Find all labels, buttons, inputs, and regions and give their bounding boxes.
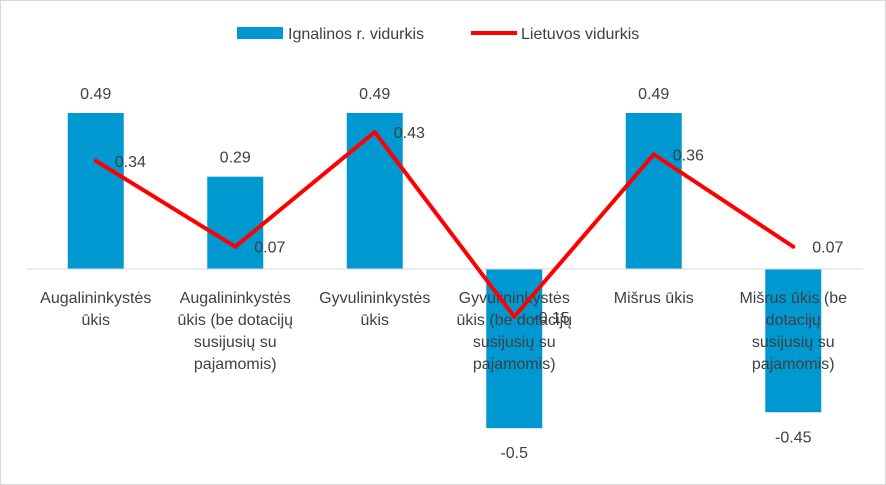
line-label-4: 0.36 [673,147,704,164]
line-point-4 [651,152,656,157]
line-data-labels: 0.34 0.07 0.43 -0.15 0.36 0.07 [115,125,844,327]
bar-label-2: 0.49 [359,86,390,103]
line-label-3: -0.15 [533,310,570,327]
bar-2 [346,113,403,269]
line-label-0: 0.34 [115,154,146,171]
bar-4 [625,113,682,269]
category-label-1: Augalininkystės ūkis (be dotacijų susijusi… [177,290,293,373]
legend: Ignalinos r. vidurkis Lietuvos vidurkis [237,26,639,43]
bar-label-5: -0.45 [775,429,812,446]
bar-1 [207,176,264,269]
line-series [93,130,796,319]
bar-label-1: 0.29 [220,150,251,167]
bar-0 [67,113,124,269]
bar-label-0: 0.49 [80,86,111,103]
line-point-5 [791,244,796,249]
bar-label-4: 0.49 [638,86,669,103]
category-labels: Augalininkystės ūkis Augalininkystės ūkis (… [40,290,847,373]
line-path [94,130,795,319]
line-point-2 [372,130,377,135]
category-label-0: Augalininkystės ūkis [40,290,151,329]
line-point-1 [233,244,238,249]
legend-label-bar: Ignalinos r. vidurkis [288,26,424,43]
legend-label-line: Lietuvos vidurkis [521,26,639,43]
category-label-4: Mišrus ūkis [614,290,694,307]
line-point-0 [93,158,98,163]
bar-data-labels: 0.49 0.29 0.49 -0.5 0.49 -0.45 [80,86,811,462]
bar-series [67,113,822,429]
line-label-5: 0.07 [812,240,843,257]
bar-5 [765,269,822,413]
category-label-3: Gyvulininkystės ūkis (be dotacijų susijusi… [456,290,572,373]
line-label-1: 0.07 [254,240,285,257]
category-label-2: Gyvulininkystės ūkis [319,290,430,329]
bar-label-3: -0.5 [500,445,528,462]
line-point-3 [512,314,517,319]
legend-swatch-bar [237,27,283,39]
category-label-5: Mišrus ūkis (be dotacijų susijusių su pajam… [739,290,847,373]
line-label-2: 0.43 [394,125,425,142]
